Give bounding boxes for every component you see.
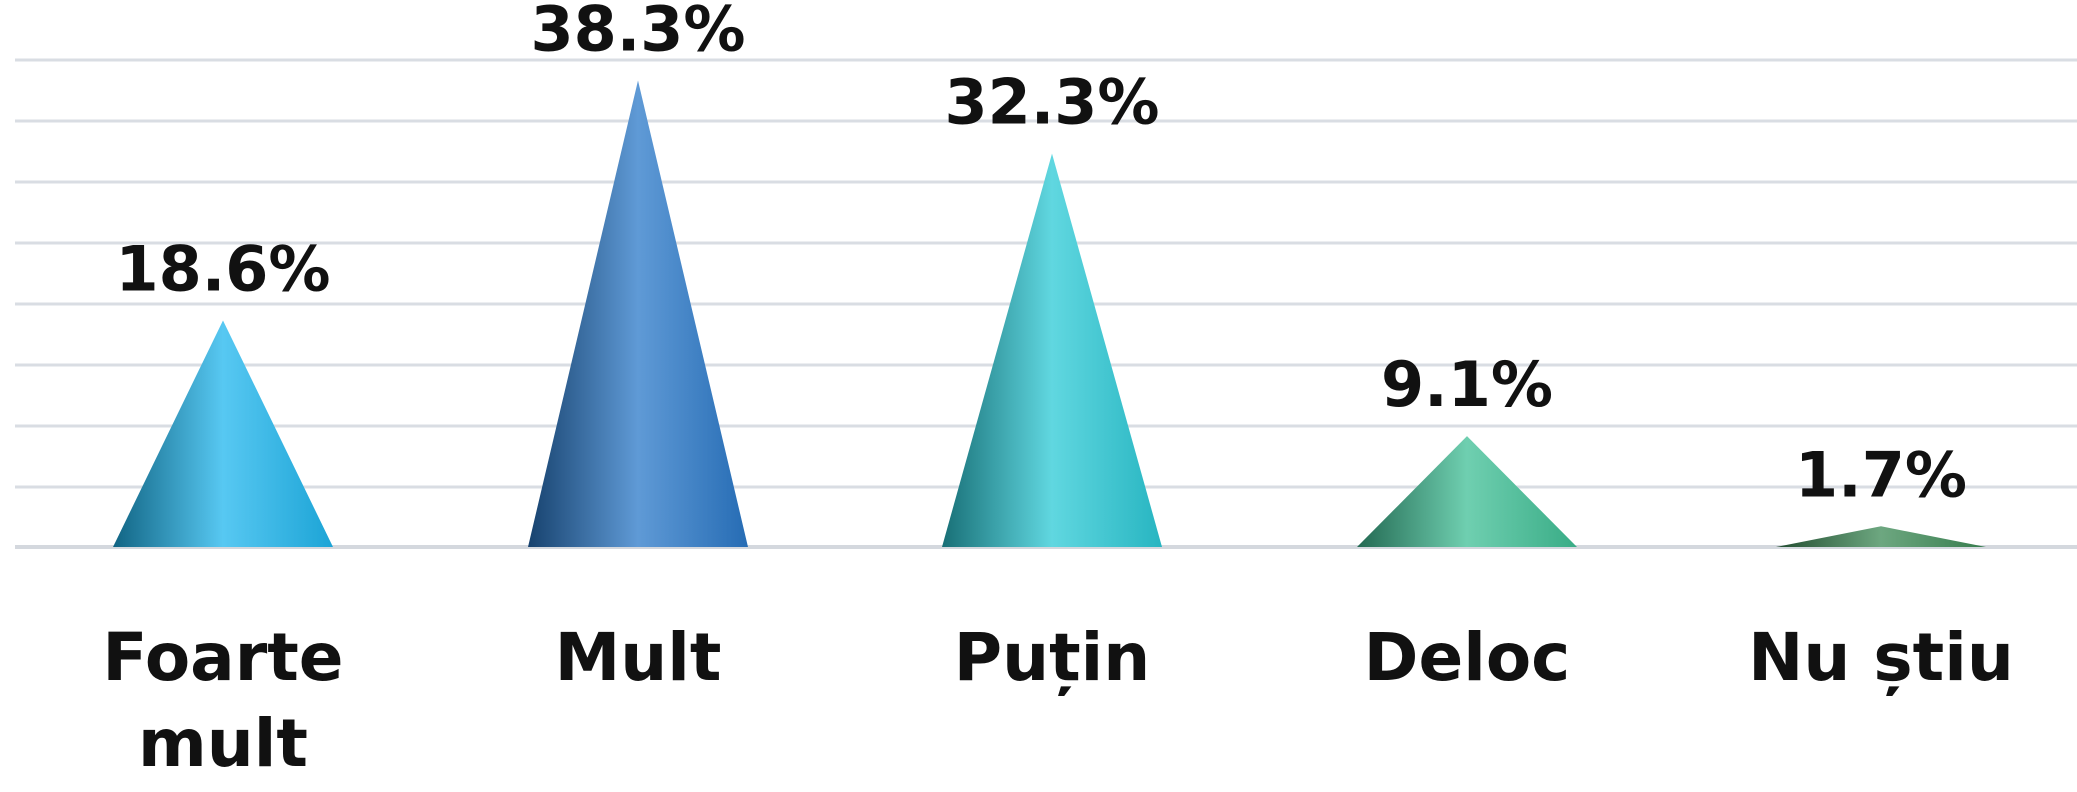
value-label: 1.7% (1795, 438, 1967, 511)
category-label: Deloc (1364, 619, 1571, 696)
cone-nu-tiu (1776, 526, 1986, 547)
category-label: Nu știu (1748, 619, 2014, 696)
cone-mult (528, 80, 748, 548)
category-labels-group: Foarte mult Mult Puțin Deloc Nu știu (102, 619, 2013, 782)
category-label: Puțin (954, 619, 1151, 696)
value-labels-group: 18.6% 38.3% 32.3% 9.1% 1.7% (115, 0, 1967, 511)
category-label: Mult (555, 619, 722, 696)
category-label: Foarte mult (102, 619, 343, 782)
value-label: 9.1% (1381, 348, 1553, 421)
cones-group (113, 80, 1986, 548)
cone-deloc (1357, 436, 1577, 547)
value-label: 38.3% (530, 0, 745, 66)
value-label: 32.3% (944, 66, 1159, 139)
cone-foarte-mult (113, 320, 333, 547)
cone-pu-in (942, 153, 1162, 547)
value-label: 18.6% (115, 232, 330, 305)
